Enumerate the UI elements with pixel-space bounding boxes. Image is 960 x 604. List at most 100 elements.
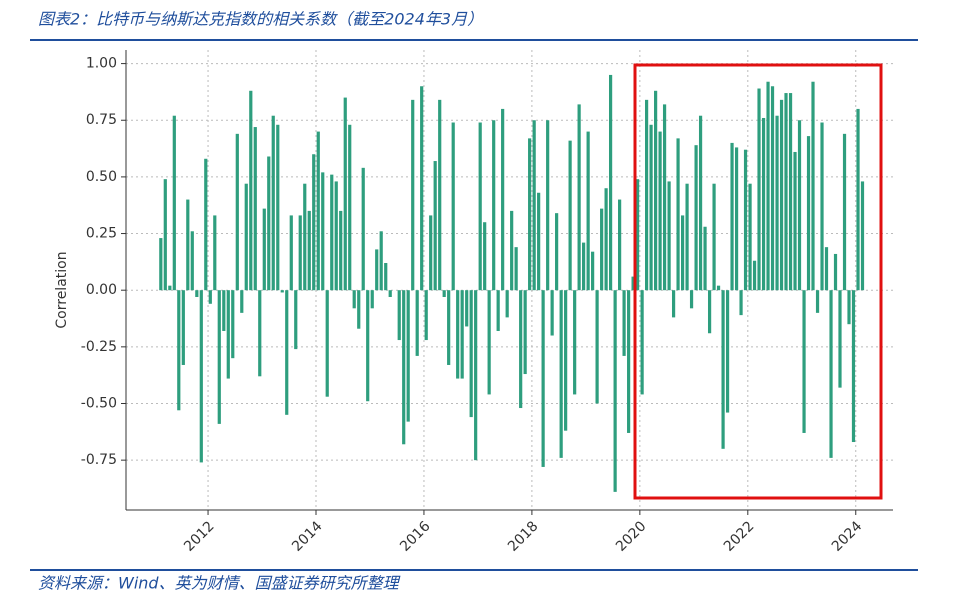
x-tick-label: 2016 <box>397 518 434 555</box>
bar <box>271 115 275 291</box>
bar <box>510 210 514 291</box>
bar <box>303 183 307 291</box>
bar <box>613 290 617 492</box>
bar <box>568 140 572 291</box>
y-tick-label: 0.75 <box>86 112 117 128</box>
bar <box>438 99 442 291</box>
bar <box>406 290 410 422</box>
bar <box>280 290 284 293</box>
bar <box>541 290 545 467</box>
bar <box>716 285 721 291</box>
bar <box>298 215 302 291</box>
bar <box>640 290 644 395</box>
bar <box>330 174 334 291</box>
bar <box>208 290 212 304</box>
bar <box>415 290 419 356</box>
bar <box>316 131 320 291</box>
bar <box>748 183 752 291</box>
bar <box>582 242 586 291</box>
y-tick-label: 0.25 <box>86 226 117 242</box>
bar <box>379 231 383 291</box>
bar <box>321 172 325 291</box>
bar <box>595 290 599 404</box>
bar <box>199 290 203 463</box>
y-tick-label: 1.00 <box>86 56 117 72</box>
bar <box>267 156 271 291</box>
bar <box>842 133 847 291</box>
bar <box>586 131 590 291</box>
bar <box>222 290 226 331</box>
bar <box>253 127 257 291</box>
bar <box>761 117 766 291</box>
bar <box>833 253 838 291</box>
bar <box>698 115 703 291</box>
bar <box>689 290 694 309</box>
bar <box>811 81 815 291</box>
bar <box>757 88 761 291</box>
bar <box>730 142 734 291</box>
bar <box>226 290 230 379</box>
bar <box>685 183 689 291</box>
bar <box>631 276 635 291</box>
bar <box>397 290 401 341</box>
x-tick-label: 2012 <box>181 518 218 555</box>
bar <box>172 115 176 291</box>
y-tick-label: 0.00 <box>86 282 117 298</box>
bar <box>433 161 437 291</box>
source-note: 资料来源：Wind、英为财情、国盛证券研究所整理 <box>38 574 401 593</box>
bar <box>802 290 806 433</box>
bar <box>402 290 406 445</box>
bar <box>366 290 370 402</box>
bar <box>451 122 455 291</box>
bar <box>739 290 743 316</box>
bar <box>788 93 793 291</box>
bar <box>856 108 860 291</box>
bar <box>752 260 757 291</box>
x-tick-label: 2024 <box>829 518 866 555</box>
bar <box>514 247 518 291</box>
bar <box>532 120 536 291</box>
bar <box>294 290 298 350</box>
bar <box>357 290 361 329</box>
bar <box>779 99 784 291</box>
bar <box>622 290 626 356</box>
bar <box>824 247 829 291</box>
bar <box>231 290 235 359</box>
x-tick-label: 2014 <box>289 518 326 555</box>
bar <box>370 290 374 309</box>
bar <box>312 154 316 291</box>
bar <box>478 122 482 291</box>
bar <box>384 263 388 291</box>
bar <box>528 138 532 291</box>
bar <box>591 251 595 291</box>
bar <box>820 122 824 291</box>
bar <box>258 290 262 377</box>
bar <box>190 231 194 291</box>
bar <box>658 131 662 291</box>
bar <box>181 290 185 365</box>
bar <box>618 199 622 291</box>
bar <box>604 188 608 291</box>
x-tick-label: 2020 <box>613 518 650 555</box>
bar <box>555 213 559 291</box>
bar <box>662 104 667 291</box>
bar <box>429 215 433 291</box>
bar <box>168 285 172 291</box>
bar <box>262 208 266 291</box>
bar <box>420 86 424 291</box>
bar <box>343 97 347 291</box>
highlight-box <box>633 63 883 500</box>
bar <box>186 199 190 291</box>
bar <box>681 215 685 291</box>
bar <box>411 99 415 291</box>
bar <box>784 93 788 291</box>
bar <box>492 120 496 291</box>
bar <box>348 124 352 291</box>
bar <box>627 290 631 433</box>
bar <box>829 290 833 458</box>
bar <box>483 222 487 291</box>
bar <box>424 290 428 341</box>
bar <box>847 290 851 325</box>
bar <box>195 290 199 297</box>
bar <box>285 290 289 415</box>
